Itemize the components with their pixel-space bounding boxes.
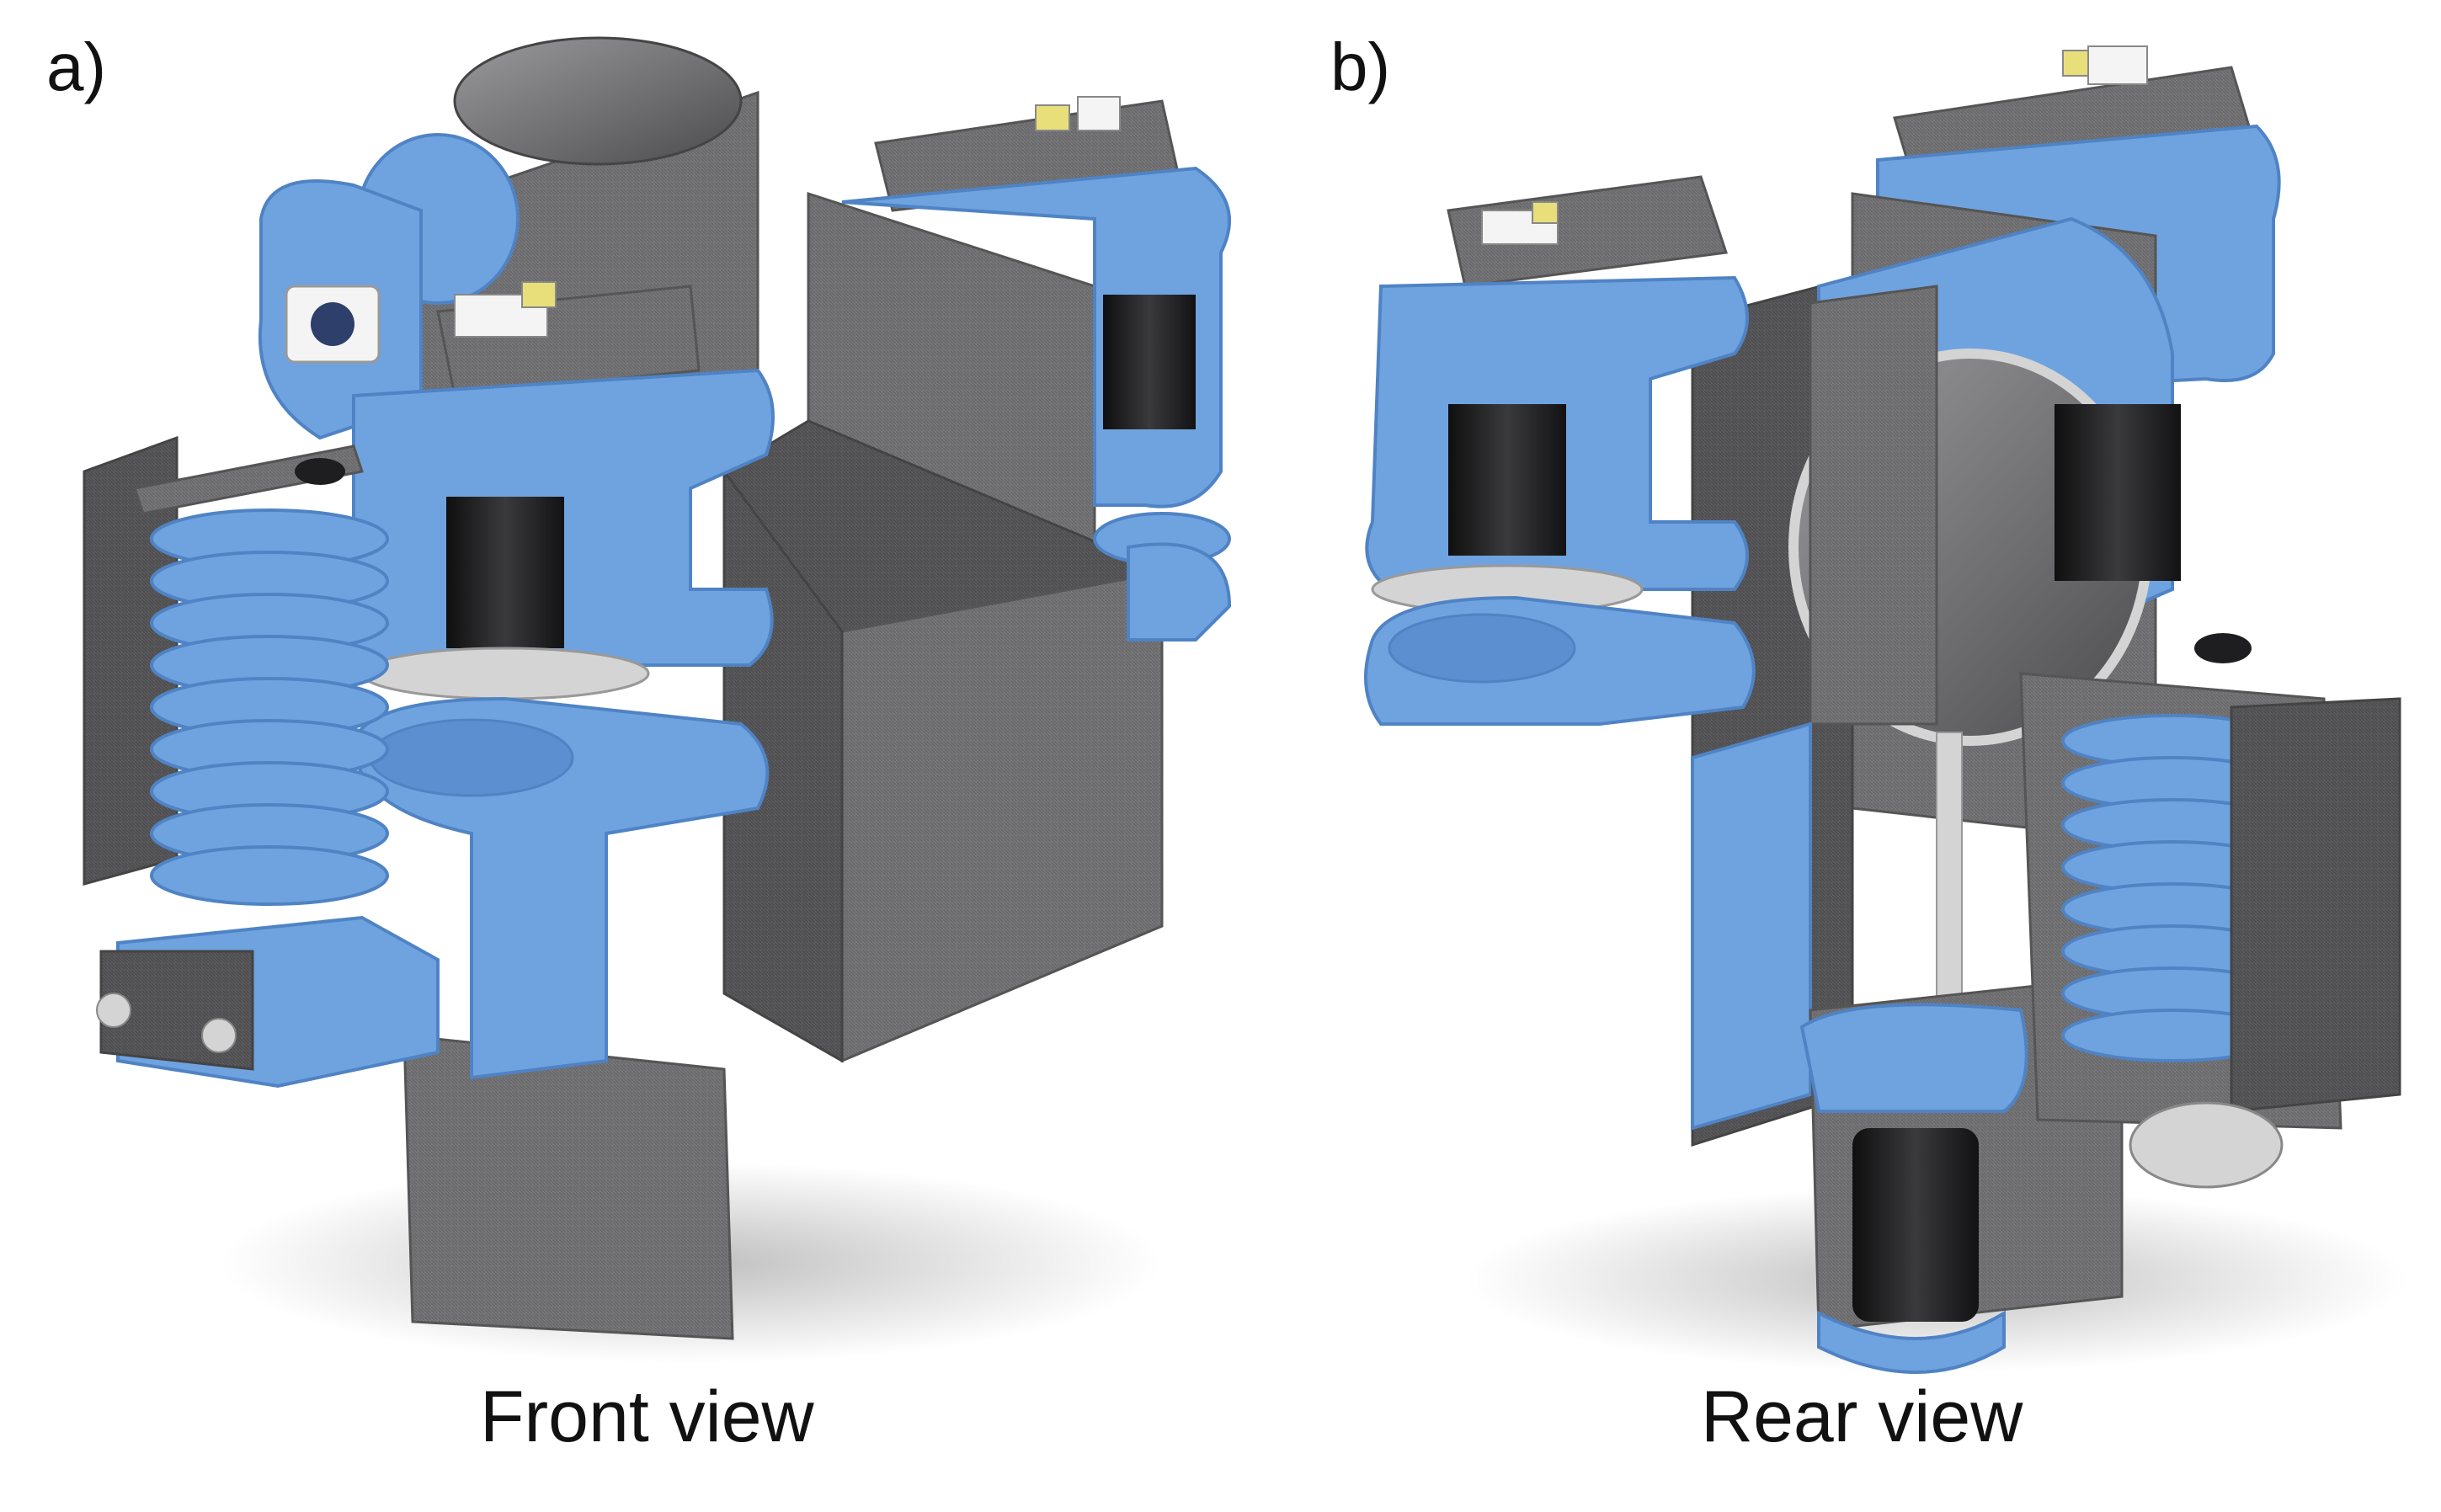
- panel-front: a) Front view: [0, 0, 1220, 1512]
- rear-disc-a: [453, 36, 743, 166]
- right-motor-a: [1103, 295, 1196, 429]
- mount-plate-a: [402, 1034, 734, 1340]
- disc-carbon-face-b: [1809, 285, 1938, 726]
- lower-motor-cap-b: [1817, 1310, 2006, 1374]
- spring-bearing-a: [295, 458, 345, 485]
- caption-rear-view: Rear view: [1701, 1376, 2023, 1457]
- right-lower-bracket-a: [1127, 542, 1232, 642]
- spring-end-cap-b: [2129, 1101, 2284, 1189]
- rear-view-render: [1364, 45, 2408, 1374]
- panel-letter-a: a): [46, 29, 107, 104]
- spring-bearing-b: [2194, 633, 2252, 663]
- left-motor-b: [1448, 404, 1566, 556]
- sensor-yellow-right-a: [1035, 104, 1070, 131]
- encoder-lens-a: [311, 302, 354, 346]
- spring-stack-a: [150, 508, 389, 906]
- lower-motor-b: [1852, 1128, 1979, 1322]
- spring-cage-b: [2230, 697, 2401, 1113]
- panel-rear: b) Rear view: [1221, 0, 2441, 1512]
- sensor-white-right-a: [1077, 96, 1121, 131]
- caption-front-view: Front view: [480, 1376, 814, 1457]
- front-view-render: [83, 36, 1232, 1364]
- panel-letter-b: b): [1330, 29, 1391, 104]
- sensor-yellow-front-a: [521, 281, 557, 308]
- top-plate-left-b: [1447, 175, 1728, 288]
- front-motor-a: [446, 497, 564, 648]
- sensor-yellow-b1: [2062, 50, 2089, 77]
- side-frame-blue-b: [1691, 721, 1812, 1131]
- left-lower-ring-b: [1388, 613, 1576, 684]
- bolt-a2: [201, 1018, 237, 1053]
- disc-motor-b: [2055, 404, 2181, 581]
- bolt-a1: [96, 993, 131, 1028]
- lower-bracket-b: [1799, 1003, 2028, 1113]
- sensor-yellow-b2: [1532, 201, 1559, 224]
